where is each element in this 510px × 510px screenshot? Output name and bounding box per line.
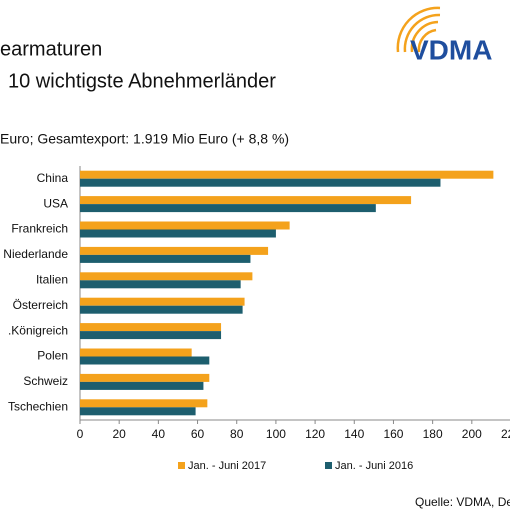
chart-title: earmaturen	[0, 38, 102, 60]
y-tick-label: Schweiz	[23, 374, 68, 388]
bar	[80, 348, 192, 357]
y-tick-label: Polen	[37, 349, 68, 363]
x-tick-label: 140	[344, 427, 364, 441]
bar	[80, 178, 441, 187]
bar	[80, 254, 251, 263]
legend-swatch	[178, 462, 185, 469]
source: Quelle: VDMA, Des	[415, 495, 510, 509]
bar	[80, 170, 494, 179]
legend-label: Jan. - Juni 2016	[335, 460, 413, 472]
bar	[80, 305, 243, 314]
bar	[80, 399, 208, 408]
x-tick-label: 20	[113, 427, 127, 441]
x-tick-label: 180	[423, 427, 443, 441]
y-tick-label: USA	[43, 196, 68, 210]
x-tick-label: 80	[230, 427, 244, 441]
y-tick-label: Niederlande	[3, 247, 68, 261]
bar	[80, 204, 376, 213]
x-tick-label: 40	[152, 427, 166, 441]
y-tick-label: Frankreich	[11, 222, 68, 236]
vdma-logo	[396, 6, 441, 53]
logo-text: VDMA	[410, 34, 492, 65]
y-tick-label: China	[37, 171, 69, 185]
bar	[80, 323, 222, 332]
legend-swatch	[325, 462, 332, 469]
x-tick-label: 120	[305, 427, 325, 441]
bar	[80, 246, 269, 255]
chart-note: Euro; Gesamtexport: 1.919 Mio Euro (+ 8,…	[0, 131, 289, 147]
bar	[80, 221, 290, 230]
bar	[80, 407, 196, 416]
x-tick-label: 220	[501, 427, 510, 441]
bar	[80, 280, 241, 289]
bar	[80, 272, 253, 281]
bar	[80, 356, 210, 365]
y-tick-label: Tschechien	[8, 399, 68, 413]
x-tick-label: 160	[383, 427, 403, 441]
bar	[80, 229, 276, 238]
bar	[80, 373, 210, 382]
chart-subtitle: 10 wichtigste Abnehmerländer	[8, 70, 276, 92]
y-tick-label: Österreich	[13, 298, 68, 312]
bar	[80, 297, 245, 306]
y-tick-label: Italien	[36, 272, 68, 286]
x-tick-label: 100	[266, 427, 286, 441]
x-tick-label: 0	[77, 427, 84, 441]
bar	[80, 331, 222, 340]
y-tick-label: .Königreich	[8, 323, 68, 337]
legend-label: Jan. - Juni 2017	[188, 460, 266, 472]
bar	[80, 196, 412, 205]
bar	[80, 381, 204, 390]
x-tick-label: 200	[462, 427, 482, 441]
x-tick-label: 60	[191, 427, 205, 441]
